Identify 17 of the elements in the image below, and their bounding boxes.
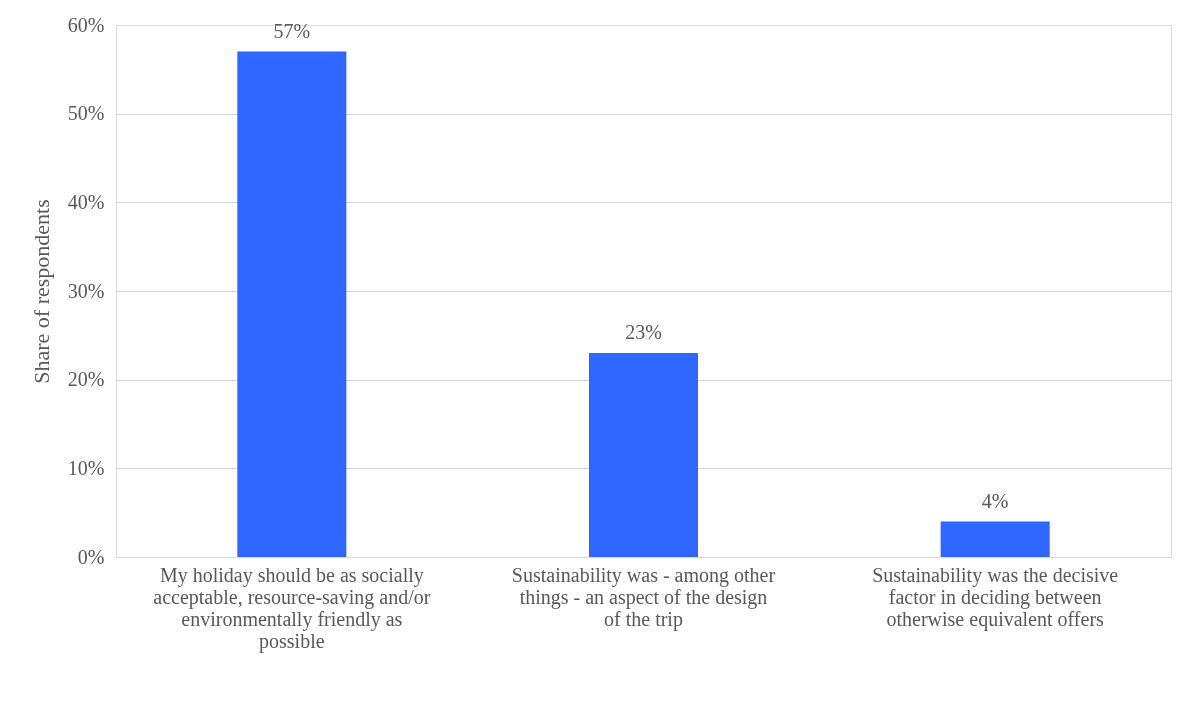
x-tick-label: Sustainability was the decisive factor in deciding between otherwise equivalent offers xyxy=(872,563,1119,631)
y-tick-label: 30% xyxy=(67,279,105,302)
x-tick-label: Sustainability was - among other things - an aspect of the design of the trip xyxy=(511,563,776,631)
data-label: 23% xyxy=(625,321,662,344)
bar xyxy=(588,353,699,557)
y-tick-label: 0% xyxy=(77,545,105,568)
y-tick-label: 20% xyxy=(67,368,105,391)
y-tick-label: 40% xyxy=(67,190,105,213)
y-tick-label: 60% xyxy=(67,13,105,36)
y-axis-title: Share of respondents xyxy=(28,199,54,384)
y-tick-label: 50% xyxy=(67,102,105,125)
x-tick-label: My holiday should be as socially acceptable, resource-saving and/or environmentally friendly as possible xyxy=(153,563,431,653)
bar xyxy=(940,521,1050,557)
data-label: 57% xyxy=(273,19,311,42)
data-label: 4% xyxy=(981,489,1009,512)
y-tick-label: 10% xyxy=(67,456,105,479)
bar xyxy=(237,51,347,557)
